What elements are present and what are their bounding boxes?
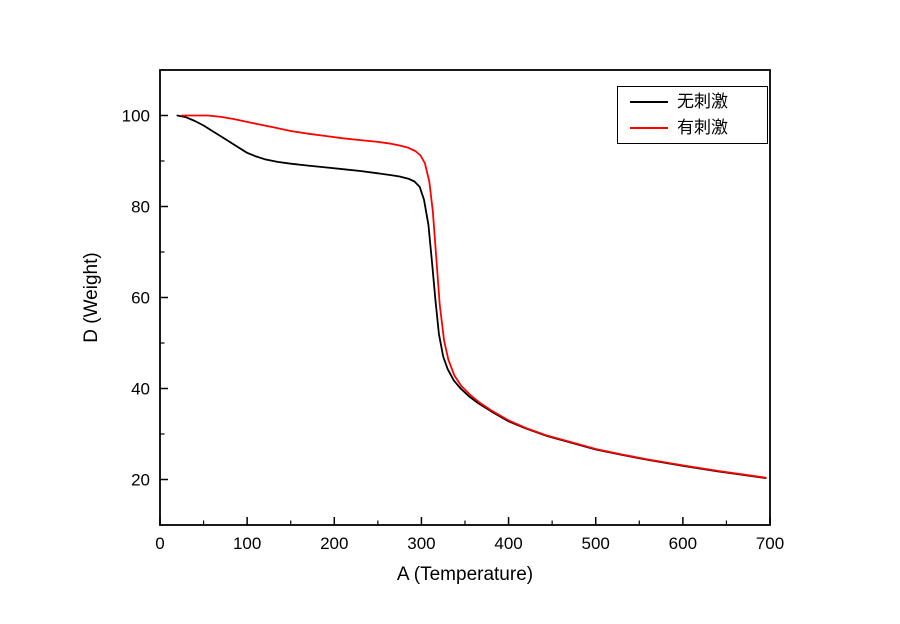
legend-item-0: 无刺激 (630, 91, 755, 112)
legend-item-1: 有刺激 (630, 117, 755, 138)
legend-swatch-1 (630, 126, 668, 129)
x-tick-label: 200 (320, 534, 348, 553)
y-tick-label: 60 (131, 289, 150, 308)
x-tick-label: 0 (155, 534, 164, 553)
legend-label-0: 无刺激 (677, 91, 728, 111)
x-tick-label: 300 (407, 534, 435, 553)
series-line-1 (180, 114, 767, 479)
x-tick-label: 600 (669, 534, 697, 553)
y-tick-label: 80 (131, 198, 150, 217)
legend-swatch-0 (630, 101, 668, 104)
y-tick-label: 40 (131, 380, 150, 399)
x-axis-title: A (Temperature) (397, 564, 533, 585)
series-line-0 (176, 114, 767, 480)
legend: 无刺激 有刺激 (617, 86, 768, 144)
y-axis-title: D (Weight) (81, 252, 102, 342)
legend-label-1: 有刺激 (677, 117, 728, 137)
y-tick-label: 20 (131, 471, 150, 490)
y-tick-label: 100 (122, 107, 150, 126)
x-tick-label: 400 (494, 534, 522, 553)
x-tick-label: 100 (233, 534, 261, 553)
x-tick-label: 500 (582, 534, 610, 553)
x-tick-label: 700 (756, 534, 784, 553)
